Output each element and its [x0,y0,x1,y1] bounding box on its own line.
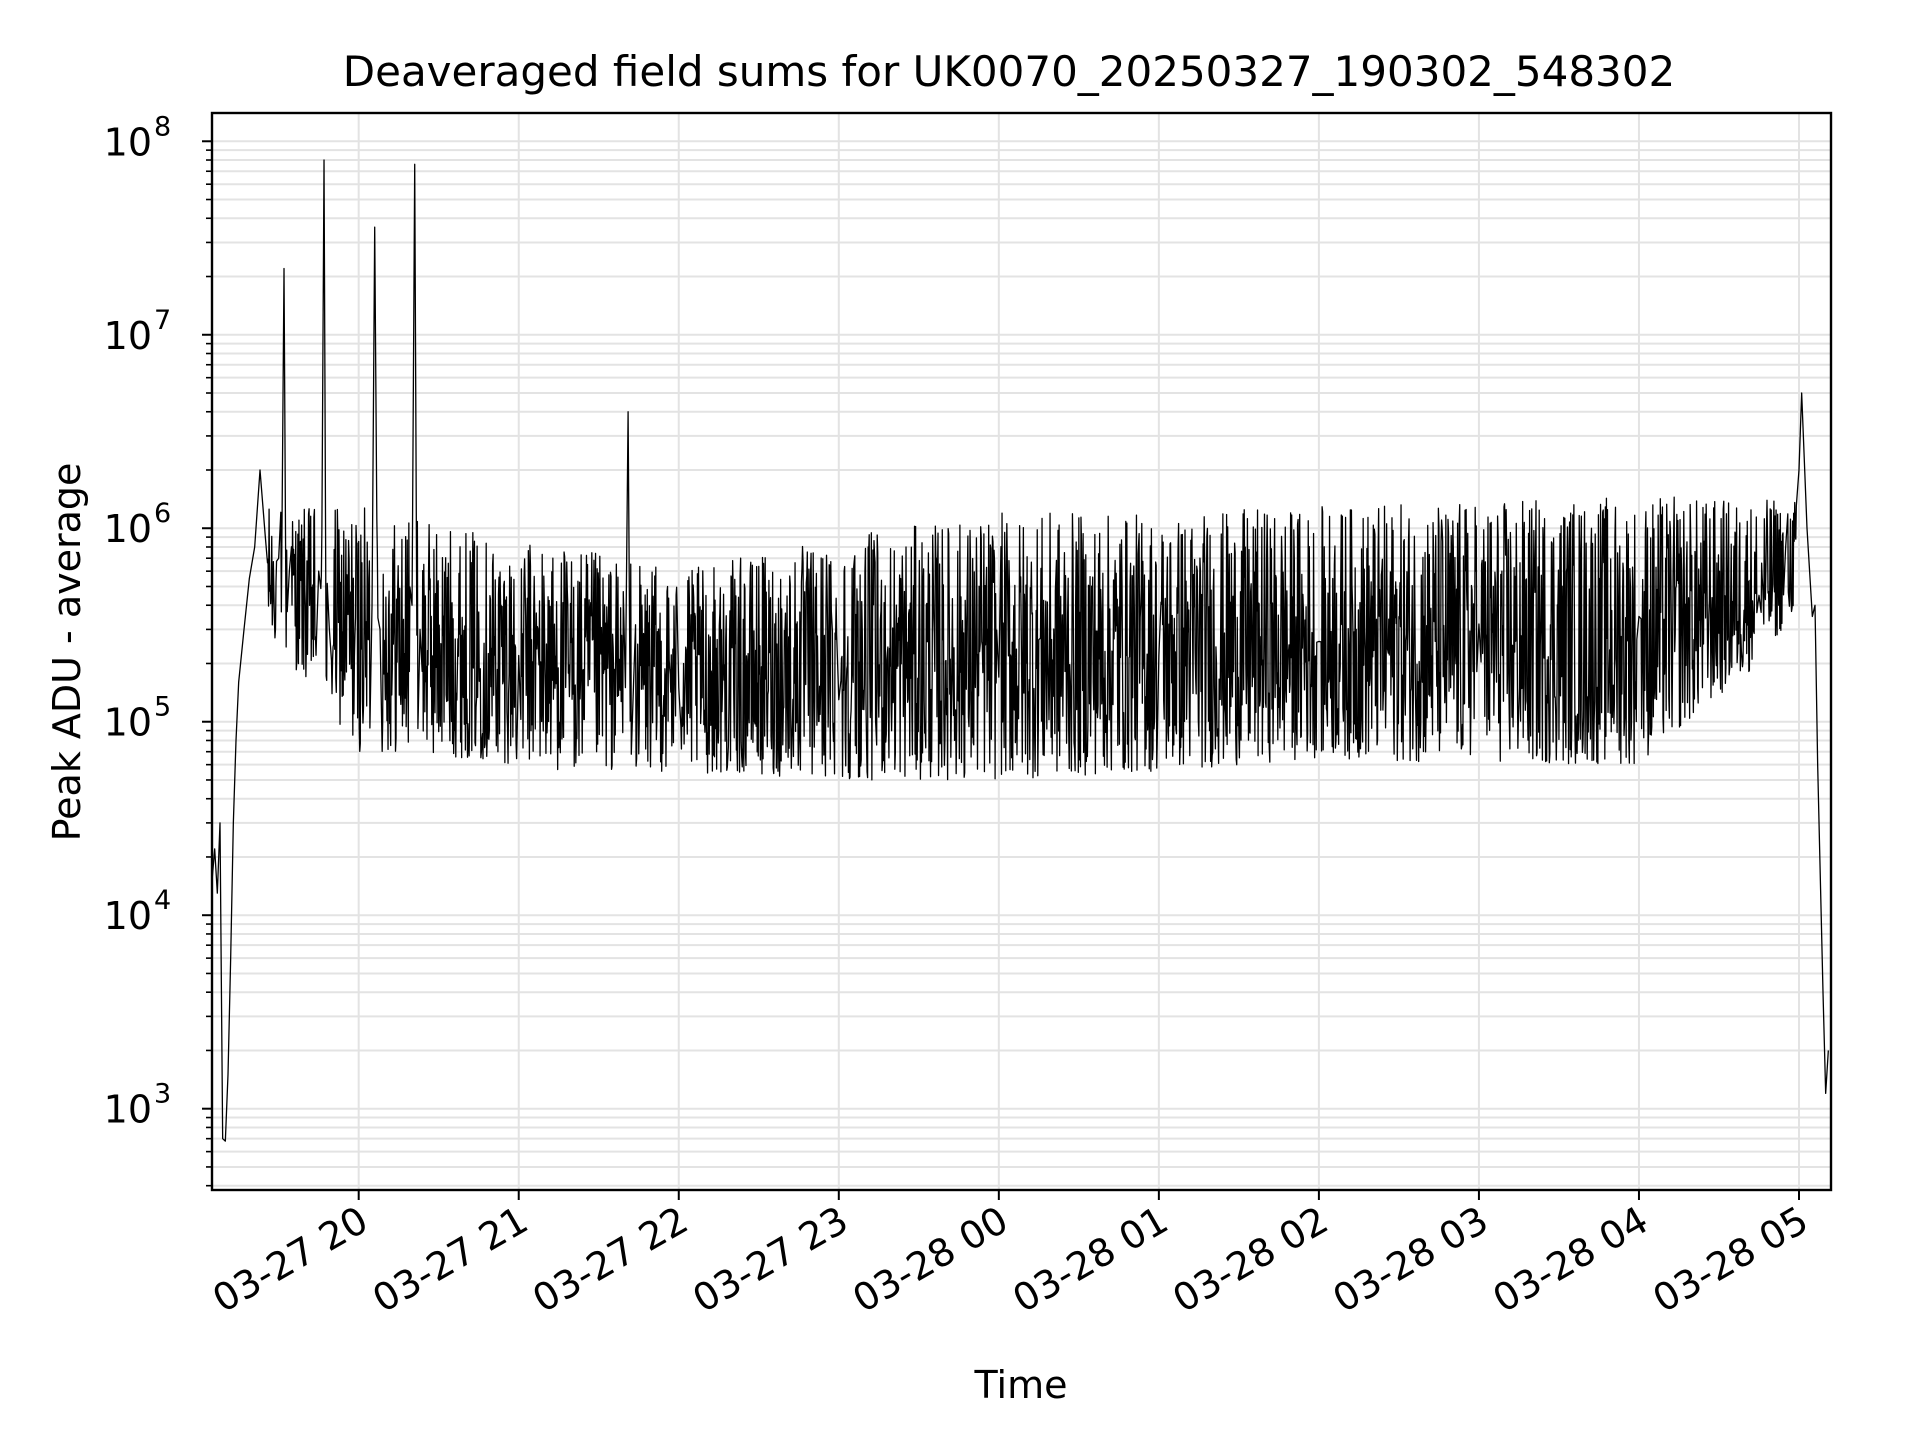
y-tick-label-exponent: 8 [154,111,171,142]
y-tick-label: 10 [104,120,152,164]
chart-title: Deaveraged field sums for UK0070_2025032… [343,47,1675,96]
y-tick-label-exponent: 4 [154,885,171,916]
y-tick-label: 10 [104,507,152,551]
y-axis-label: Peak ADU - average [45,463,89,842]
series-line [211,159,1829,1142]
y-tick-label: 10 [104,894,152,938]
y-tick-label-exponent: 6 [154,498,171,529]
y-tick-label: 10 [104,1088,152,1132]
y-tick-label-exponent: 7 [154,305,171,336]
y-tick-label-exponent: 3 [154,1079,171,1110]
x-axis-label: Time [974,1363,1068,1407]
y-tick-label: 10 [104,314,152,358]
y-tick-label: 10 [104,701,152,745]
series-group [211,159,1829,1142]
plot-area-frame [210,111,1833,1192]
y-tick-label-exponent: 5 [154,692,171,723]
